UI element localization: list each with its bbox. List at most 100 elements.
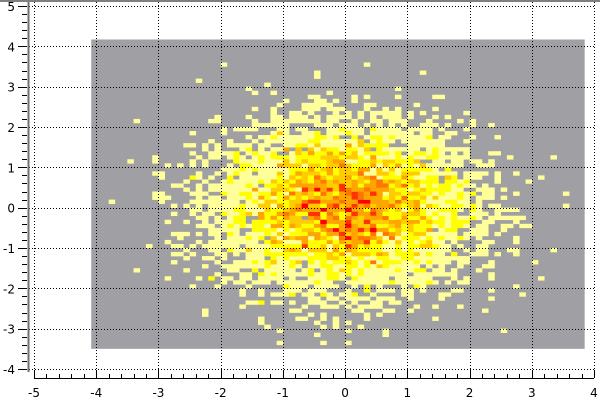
heatmap-cell <box>413 175 421 180</box>
heatmap-cell <box>301 199 309 204</box>
heatmap-cell <box>419 143 427 148</box>
heatmap-cell <box>245 248 253 253</box>
heatmap-cell <box>370 239 377 245</box>
heatmap-cell <box>245 203 253 208</box>
heatmap-cell <box>432 151 439 156</box>
heatmap-cell <box>195 231 203 237</box>
heatmap-cell <box>301 231 309 237</box>
heatmap-cell <box>189 207 197 212</box>
heatmap-cell <box>208 256 215 261</box>
heatmap-cell <box>320 312 327 317</box>
heatmap-cell <box>450 215 458 221</box>
heatmap-cell <box>382 199 389 204</box>
heatmap-cell <box>158 175 165 180</box>
heatmap-cell <box>301 256 309 261</box>
heatmap-cell <box>357 264 365 269</box>
heatmap-cell <box>407 163 414 168</box>
heatmap-cell <box>432 304 439 309</box>
heatmap-cell <box>388 179 396 184</box>
heatmap-cell <box>189 163 197 168</box>
y-tick-label: -1 <box>3 242 15 256</box>
heatmap-cell <box>264 163 271 168</box>
heatmap-cell <box>220 211 228 217</box>
heatmap-cell <box>208 223 215 229</box>
heatmap-cell <box>469 118 477 124</box>
heatmap-cell <box>419 272 427 277</box>
heatmap-cell <box>245 167 253 172</box>
heatmap-cell <box>332 187 340 192</box>
heatmap-cell <box>258 122 265 128</box>
heatmap-cell <box>488 163 495 168</box>
heatmap-cell <box>258 211 265 217</box>
heatmap-cell <box>419 122 427 128</box>
heatmap-cell <box>426 239 433 245</box>
heatmap-cell <box>357 191 365 196</box>
heatmap-cell <box>351 256 358 261</box>
heatmap-cell <box>332 223 340 229</box>
heatmap-cell <box>208 203 215 208</box>
heatmap-cell <box>407 199 414 204</box>
heatmap-cell <box>438 199 445 204</box>
heatmap-cell <box>401 135 408 140</box>
heatmap-cell <box>245 159 253 164</box>
heatmap-cell <box>338 264 346 269</box>
heatmap-cell <box>338 187 346 192</box>
heatmap-cell <box>314 332 321 338</box>
heatmap-cell <box>314 187 321 192</box>
heatmap-cell <box>413 183 421 188</box>
heatmap-cell <box>388 139 396 144</box>
heatmap-cell <box>463 248 470 253</box>
heatmap-cell <box>276 102 284 108</box>
heatmap-cell <box>301 203 309 208</box>
heatmap-cell <box>332 260 340 265</box>
heatmap-cell <box>419 195 427 200</box>
heatmap-cell <box>438 155 445 160</box>
heatmap-cell <box>251 199 259 204</box>
heatmap-cell <box>475 203 483 208</box>
heatmap-cell <box>320 159 327 164</box>
heatmap-cell <box>332 195 340 200</box>
heatmap-cell <box>444 167 452 172</box>
heatmap-cell <box>276 260 284 265</box>
heatmap-cell <box>450 207 458 212</box>
heatmap-cell <box>195 215 203 221</box>
heatmap-cell <box>376 159 383 164</box>
heatmap-cell <box>419 215 427 221</box>
heatmap-cell <box>494 211 501 217</box>
heatmap-cell <box>326 280 333 285</box>
heatmap-cell <box>376 171 383 176</box>
heatmap-cell <box>382 215 389 221</box>
heatmap-cell <box>351 215 358 221</box>
heatmap-cell <box>276 183 284 188</box>
heatmap-cell <box>276 328 284 333</box>
heatmap-cell <box>338 292 346 297</box>
heatmap-cell <box>332 203 340 208</box>
heatmap-cell <box>444 260 452 265</box>
heatmap-cell <box>394 207 402 212</box>
heatmap-cell <box>376 163 383 168</box>
heatmap-cell <box>376 179 383 184</box>
heatmap-cell <box>351 284 358 289</box>
heatmap-cell <box>332 264 340 269</box>
heatmap-cell <box>370 167 377 172</box>
heatmap-cell <box>438 159 445 164</box>
heatmap-cell <box>370 143 377 148</box>
heatmap-cell <box>338 300 346 305</box>
heatmap-cell <box>413 155 421 160</box>
heatmap-cell <box>326 147 333 152</box>
heatmap-cell <box>220 207 228 212</box>
heatmap-cell <box>394 131 402 136</box>
heatmap-cell <box>289 171 296 176</box>
heatmap-cell <box>432 199 439 204</box>
heatmap-cell <box>164 276 172 281</box>
heatmap-cell <box>314 195 321 200</box>
heatmap-cell <box>426 179 433 184</box>
heatmap-cell <box>338 167 346 172</box>
heatmap-cell <box>388 260 396 265</box>
heatmap-cell <box>258 280 265 285</box>
heatmap-cell <box>357 114 365 120</box>
heatmap-cell <box>419 175 427 180</box>
heatmap-cell <box>220 203 228 208</box>
heatmap-cell <box>345 211 352 217</box>
heatmap-cell <box>314 114 321 120</box>
